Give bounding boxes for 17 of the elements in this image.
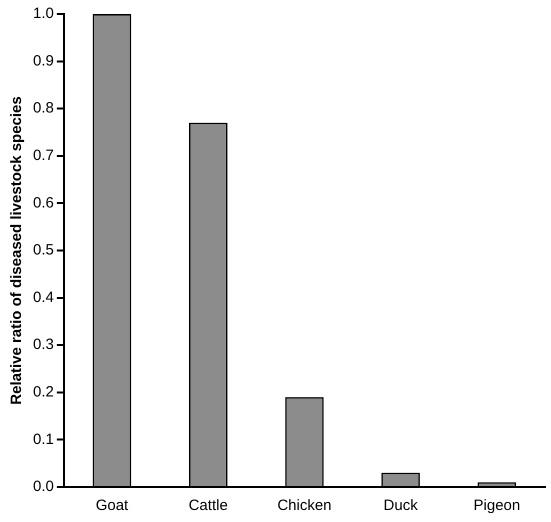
y-tick-label: 0.9 [32,52,54,70]
y-tick-label: 0.8 [32,100,54,117]
x-tick-label: Cattle [188,497,228,514]
y-tick-label: 0.7 [32,147,54,164]
y-tick-label: 0.4 [32,288,54,306]
y-tick-label: 0.5 [32,242,54,259]
y-tick-label: 0.6 [32,194,54,212]
y-tick-label: 0.1 [32,430,54,448]
x-tick-label: Chicken [277,497,332,514]
x-tick-label: Goat [96,497,130,514]
y-tick-label: 0.2 [32,384,54,401]
x-tick-label: Pigeon [474,497,520,514]
y-tick-label: 1.0 [32,5,54,22]
x-tick-label: Duck [384,497,418,514]
y-tick-label: 0.0 [32,478,54,496]
y-axis-title: Relative ratio of diseased livestock species [8,96,26,405]
y-tick-label: 0.3 [32,336,54,354]
